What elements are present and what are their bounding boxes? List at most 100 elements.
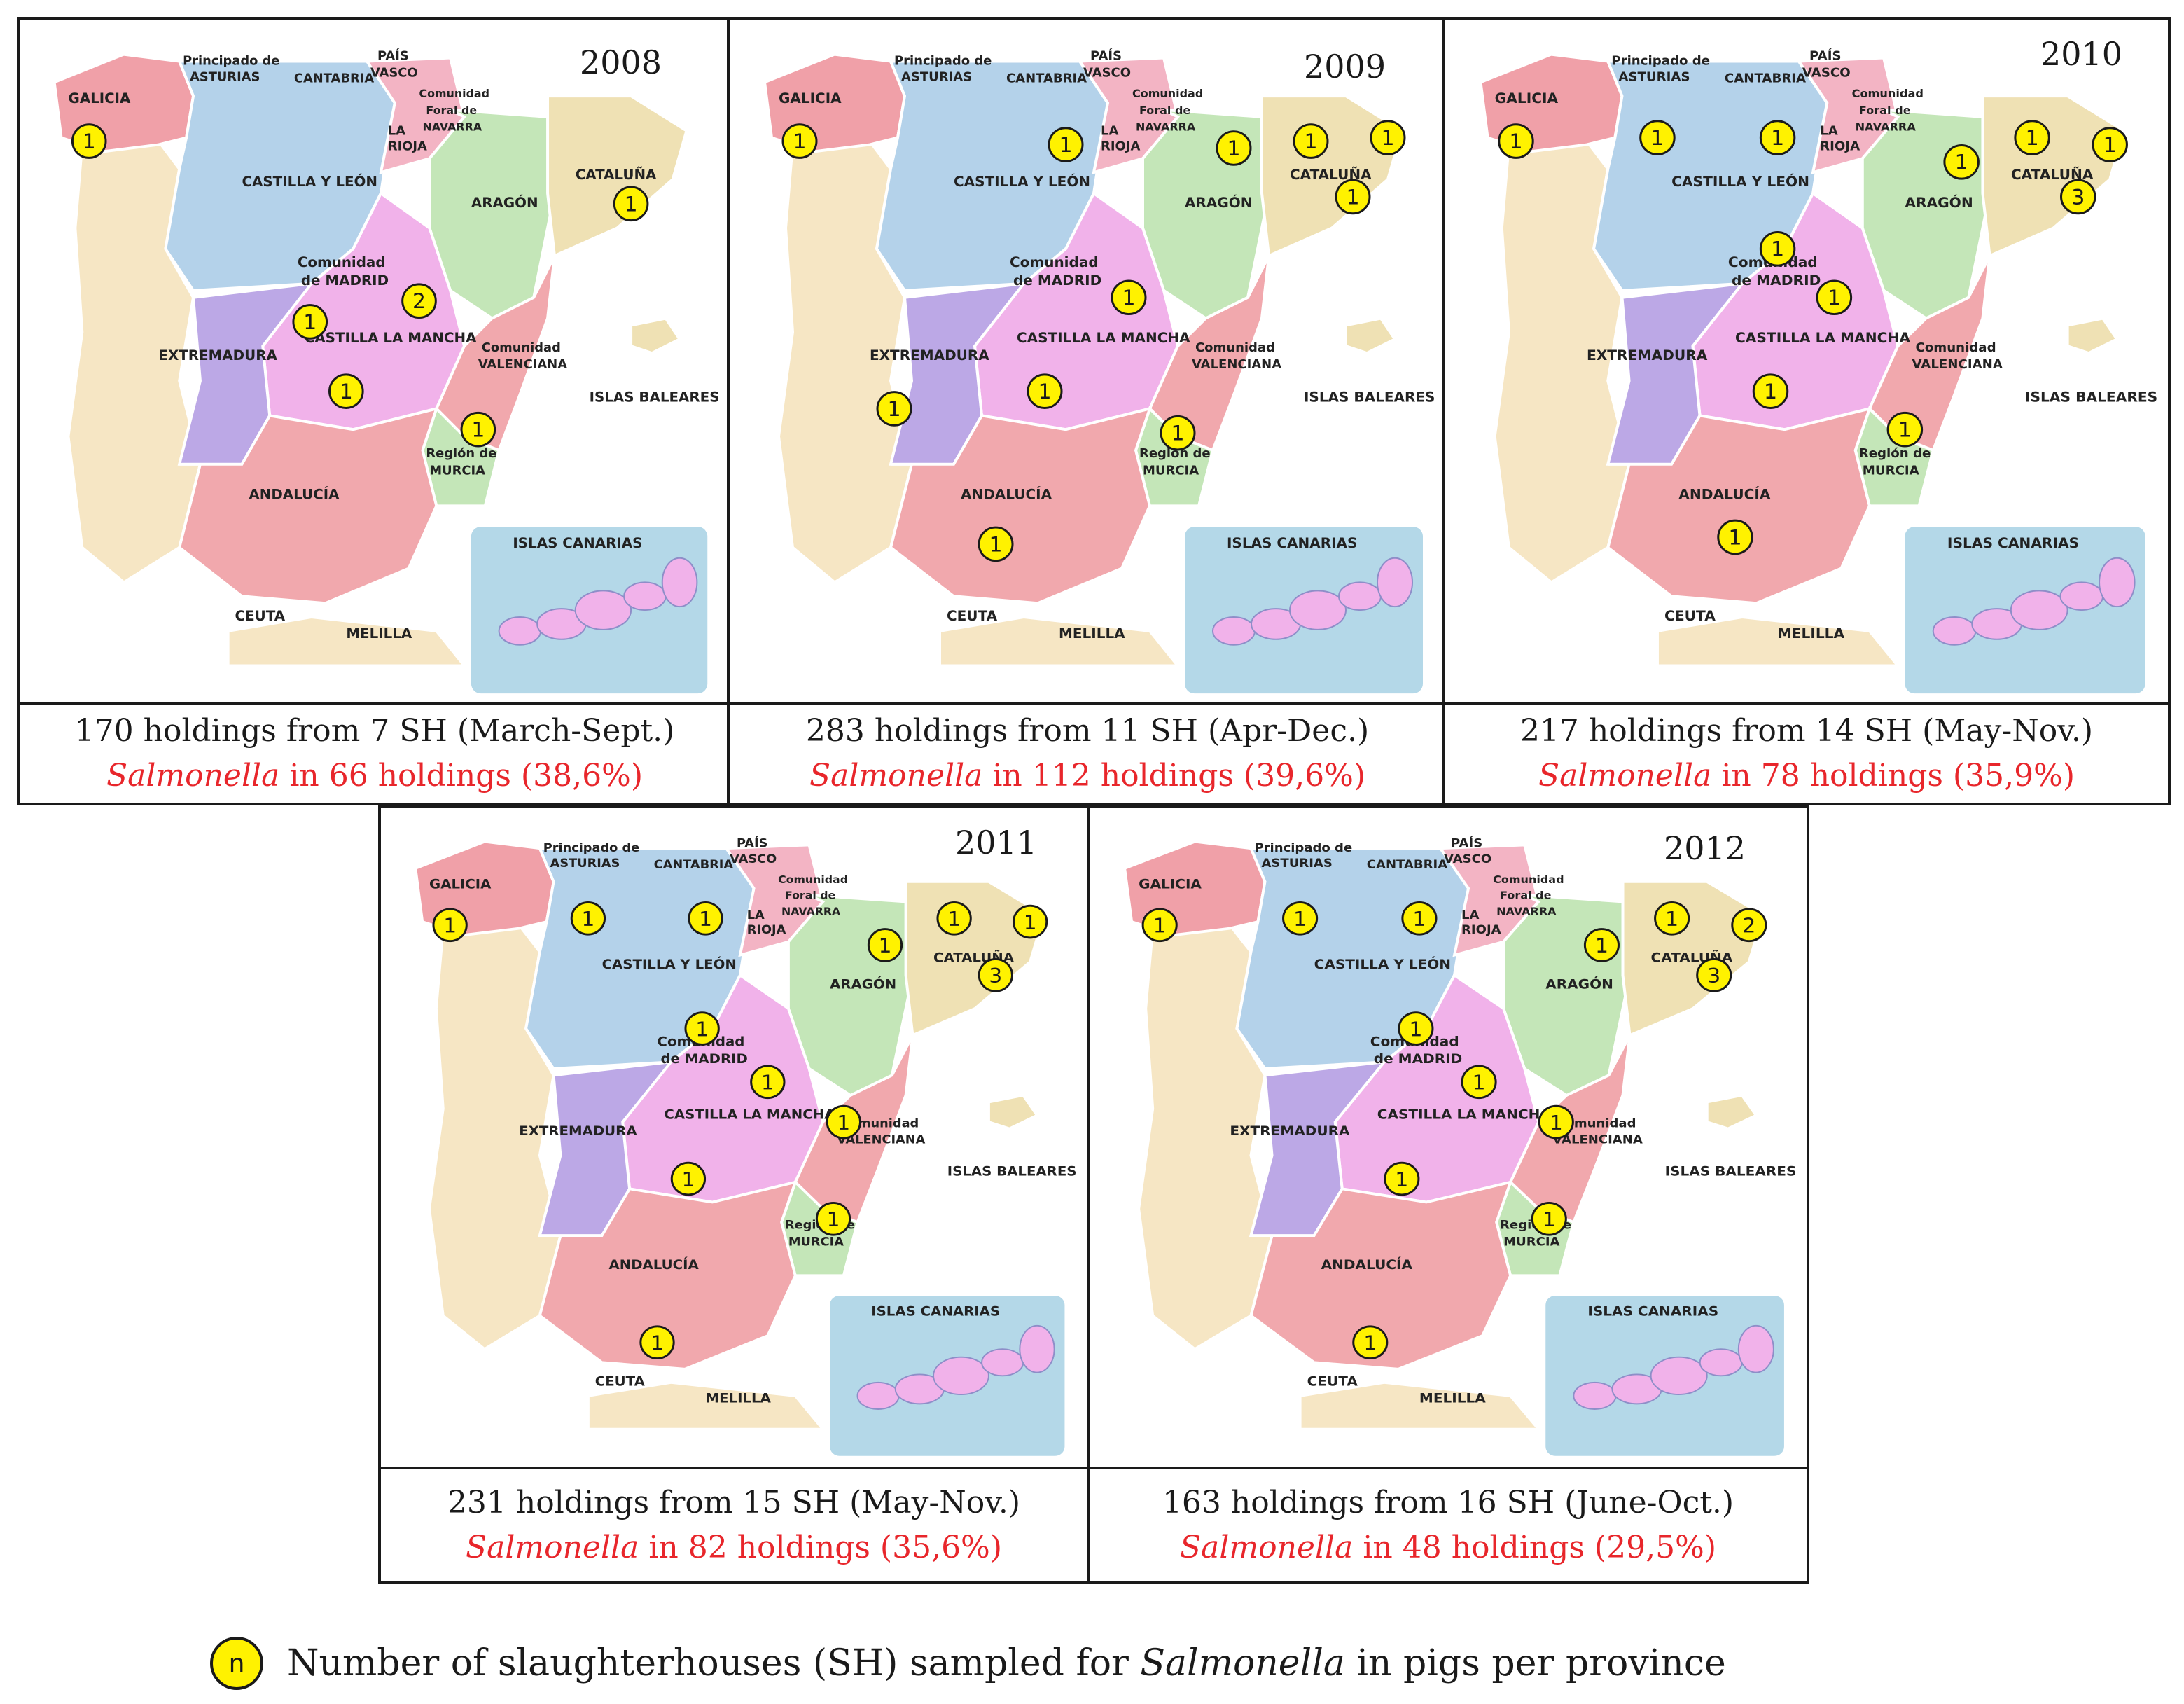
region-label-navarra: NAVARRA (781, 906, 840, 918)
region-label-cantabria: CANTABRIA (654, 858, 734, 872)
region-label-cantabria: CANTABRIA (1006, 71, 1087, 85)
region-label-asturias: Principado de (183, 53, 279, 68)
region-label-ceuta: CEUTA (1307, 1373, 1358, 1389)
slaughterhouse-count-marker: 1 (688, 901, 723, 936)
svg-text:3: 3 (989, 964, 1002, 988)
canarias-island (1289, 590, 1347, 630)
canarias-island (1650, 1356, 1708, 1395)
region-label-navarra: Foral de (426, 104, 477, 117)
year-label: 2010 (2040, 35, 2123, 73)
valenciana-region (1148, 255, 1270, 452)
region-label-galicia: GALICIA (429, 876, 491, 892)
canarias-island (498, 616, 542, 646)
region-label-asturias: ASTURIAS (901, 69, 972, 84)
slaughterhouse-count-marker: 1 (1401, 901, 1438, 936)
region-label-asturias: ASTURIAS (1261, 857, 1332, 870)
svg-text:1: 1 (989, 532, 1002, 557)
region-label-aragon: ARAGÓN (471, 194, 538, 211)
region-label-andalucia: ANDALUCÍA (249, 486, 340, 502)
region-label-navarra: NAVARRA (1136, 120, 1196, 134)
holdings-summary: 163 holdings from 16 SH (June-Oct.) (1162, 1485, 1734, 1521)
slaughterhouse-count-marker: 1 (936, 901, 972, 936)
svg-text:1: 1 (695, 1018, 709, 1041)
year-label: 2012 (1664, 829, 1746, 867)
slaughterhouse-count-marker: 1 (750, 1065, 786, 1100)
region-label-murcia: MURCIA (1503, 1235, 1560, 1249)
region-label-cantabria: CANTABRIA (1725, 71, 1806, 85)
canarias-island (981, 1348, 1024, 1377)
ceuta-region (1655, 616, 1901, 667)
region-label-navarra: NAVARRA (1496, 905, 1557, 918)
holdings-summary: 283 holdings from 11 SH (Apr-Dec.) (805, 713, 1370, 749)
slaughterhouse-count-marker: 1 (613, 186, 649, 222)
region-label-la-rioja: RIOJA (388, 139, 427, 153)
canarias-island (1573, 1381, 1617, 1410)
svg-text:1: 1 (1955, 151, 1968, 175)
svg-text:1: 1 (1122, 286, 1135, 310)
region-label-navarra: Foral de (1500, 889, 1551, 902)
slaughterhouse-count-marker: 1 (1498, 123, 1534, 159)
region-label-murcia: MURCIA (788, 1235, 844, 1249)
salmonella-summary: Salmonella in 48 holdings (29,5%) (1180, 1525, 1716, 1570)
region-label-pais-vasco: VASCO (1802, 65, 1851, 80)
svg-text:1: 1 (1409, 1018, 1422, 1041)
map-2012: GALICIA Principado de ASTURIAS CANTABRIA PAÍ… (1087, 805, 1809, 1469)
slaughterhouse-count-marker: 1 (1048, 127, 1084, 162)
region-label-la-rioja: RIOJA (747, 923, 786, 937)
canarias-island (1699, 1348, 1743, 1377)
caption-2010: 217 holdings from 14 SH (May-Nov.) Salmo… (1442, 702, 2171, 805)
andalucia-region (1606, 406, 1872, 605)
svg-text:2: 2 (1742, 914, 1755, 937)
slaughterhouse-count-marker: 1 (71, 123, 107, 159)
region-label-navarra: Comunidad (1493, 873, 1564, 886)
region-label-castilla-mancha: CASTILLA LA MANCHA (1735, 329, 1911, 346)
slaughterhouse-count-marker: 1 (1943, 144, 1980, 180)
region-label-navarra: Comunidad (1852, 87, 1924, 100)
svg-text:1: 1 (1381, 126, 1394, 151)
canarias-island (623, 581, 667, 611)
svg-text:1: 1 (1304, 130, 1317, 154)
region-label-valenciana: VALENCIANA (478, 357, 567, 372)
region-label-galicia: GALICIA (779, 90, 842, 106)
region-label-murcia: Región de (426, 446, 496, 461)
svg-text:1: 1 (340, 380, 353, 404)
region-label-navarra: Foral de (1139, 104, 1190, 117)
svg-text:1: 1 (1153, 914, 1167, 937)
region-label-la-rioja: RIOJA (1820, 139, 1860, 154)
region-label-valenciana: Comunidad (1916, 340, 1996, 355)
region-label-canarias: ISLAS CANARIAS (1227, 535, 1357, 551)
region-label-andalucia: ANDALUCÍA (1321, 1256, 1413, 1272)
baleares-island (1705, 1093, 1758, 1130)
region-label-galicia: GALICIA (1139, 876, 1202, 892)
salmonella-summary: Salmonella in 112 holdings (39,6%) (809, 754, 1365, 798)
caption-2008: 170 holdings from 7 SH (March-Sept.) Sal… (17, 702, 732, 805)
canarias-island (1019, 1324, 1055, 1373)
year-label: 2011 (955, 824, 1038, 861)
region-label-valenciana: Comunidad (482, 340, 561, 355)
svg-text:1: 1 (1764, 380, 1777, 404)
slaughterhouse-count-marker: 1 (1752, 373, 1789, 409)
svg-text:1: 1 (1550, 1111, 1563, 1134)
region-label-cataluna: CATALUÑA (1290, 166, 1372, 183)
slaughterhouse-count-marker: 1 (815, 1201, 851, 1236)
region-label-andalucia: ANDALUCÍA (961, 486, 1052, 502)
slaughterhouse-count-marker: 1 (1027, 373, 1063, 409)
caption-2011: 231 holdings from 15 SH (May-Nov.) Salmo… (378, 1467, 1090, 1584)
slaughterhouse-count-marker: 1 (1816, 279, 1853, 316)
region-label-navarra: Comunidad (1132, 87, 1203, 100)
region-label-aragon: ARAGÓN (1185, 194, 1252, 211)
region-label-castilla-leon: CASTILLA Y LEÓN (954, 173, 1090, 190)
slaughterhouse-count-marker: 3 (2060, 179, 2096, 215)
region-label-madrid: Comunidad (1010, 254, 1099, 270)
year-label: 2008 (580, 43, 662, 81)
salmonella-holdings: in 66 holdings (38,6%) (279, 758, 644, 794)
map-2009: GALICIA Principado de ASTURIAS CANTABRIA PAÍ… (727, 17, 1448, 707)
year-label: 2009 (1304, 48, 1386, 85)
region-label-canarias: ISLAS CANARIAS (871, 1303, 1000, 1319)
region-label-castilla-mancha: CASTILLA LA MANCHA (1017, 330, 1190, 346)
svg-text:1: 1 (837, 1111, 850, 1134)
salmonella-summary: Salmonella in 66 holdings (38,6%) (106, 754, 643, 798)
